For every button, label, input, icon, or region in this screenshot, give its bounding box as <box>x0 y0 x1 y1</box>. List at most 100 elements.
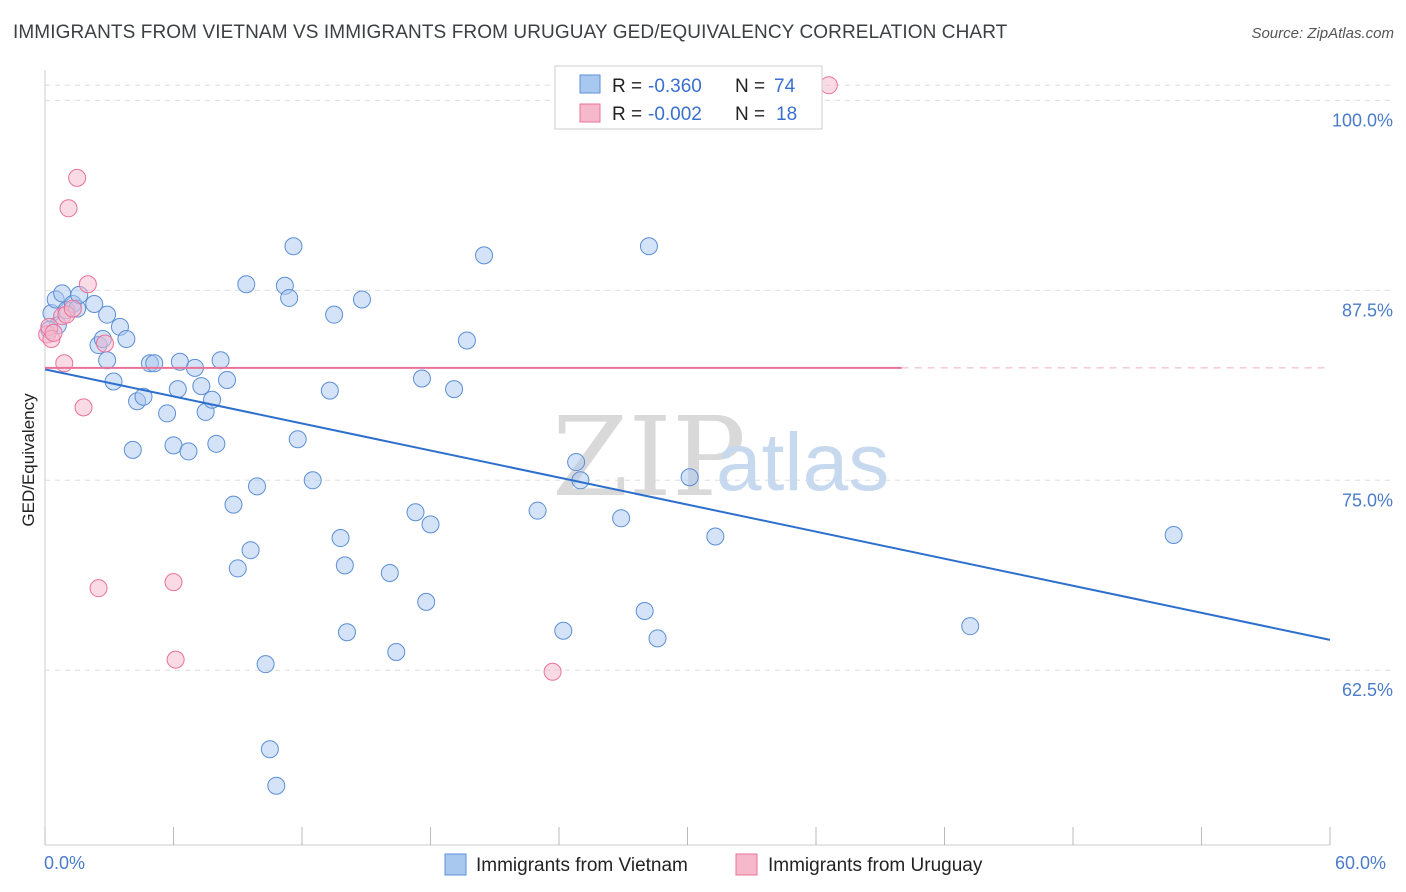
grid-layer <box>45 84 1392 671</box>
y-tick-label: 87.5% <box>1342 300 1393 320</box>
point-vietnam <box>648 629 667 648</box>
x-ticks <box>44 827 1331 845</box>
point-vietnam <box>528 501 547 520</box>
point-vietnam <box>554 621 573 640</box>
point-vietnam <box>224 495 243 514</box>
point-vietnam <box>241 541 260 560</box>
point-vietnam <box>331 529 350 548</box>
y-tick-labels: 62.5% 75.0% 87.5% 100.0% <box>1332 110 1393 700</box>
point-uruguay <box>819 76 838 95</box>
point-vietnam <box>158 404 177 423</box>
y-tick-label: 62.5% <box>1342 680 1393 700</box>
point-vietnam <box>280 288 299 307</box>
point-uruguay <box>55 354 74 373</box>
point-vietnam <box>85 295 104 314</box>
point-vietnam <box>706 527 725 546</box>
legend-swatch-vietnam <box>579 74 601 94</box>
point-vietnam <box>335 556 354 575</box>
point-uruguay <box>68 168 87 187</box>
bottom-legend-label-vietnam: Immigrants from Vietnam <box>476 855 688 876</box>
bottom-legend: Immigrants from Vietnam Immigrants from … <box>444 853 983 876</box>
point-uruguay <box>89 579 108 598</box>
y-tick-label: 100.0% <box>1332 110 1393 130</box>
chart-title: IMMIGRANTS FROM VIETNAM VS IMMIGRANTS FR… <box>13 22 1008 43</box>
point-vietnam <box>164 436 183 455</box>
bottom-legend-label-uruguay: Immigrants from Uruguay <box>768 855 983 876</box>
point-vietnam <box>267 776 286 795</box>
point-uruguay <box>78 275 97 294</box>
point-vietnam <box>248 477 267 496</box>
point-vietnam <box>237 275 256 294</box>
legend-r-value-vietnam: -0.360 <box>648 76 702 97</box>
point-vietnam <box>218 371 237 389</box>
point-vietnam <box>412 369 431 388</box>
point-vietnam <box>457 331 476 350</box>
chart-source: Source: ZipAtlas.com <box>1251 25 1394 42</box>
legend-n-label-uruguay: N = <box>735 104 765 125</box>
point-vietnam <box>320 381 339 400</box>
point-vietnam <box>117 329 136 348</box>
x-tick-label-min: 0.0% <box>44 853 85 873</box>
point-vietnam <box>612 509 631 528</box>
point-vietnam <box>134 387 153 406</box>
point-vietnam <box>284 237 303 256</box>
point-vietnam <box>325 305 344 324</box>
point-vietnam <box>352 290 371 309</box>
point-vietnam <box>380 563 399 582</box>
watermark: ZIP atlas <box>552 393 889 521</box>
point-vietnam <box>961 617 980 636</box>
point-vietnam <box>303 471 322 490</box>
stats-legend: R = -0.360 N = 74 R = -0.002 N = 18 <box>554 65 823 130</box>
watermark-atlas: atlas <box>716 417 889 508</box>
point-vietnam <box>445 380 464 399</box>
point-vietnam <box>337 623 356 642</box>
point-vietnam <box>567 453 586 472</box>
point-vietnam <box>639 237 658 256</box>
series-uruguay-points <box>38 76 838 681</box>
point-vietnam <box>228 559 247 578</box>
point-uruguay <box>543 662 562 681</box>
point-vietnam <box>211 351 230 370</box>
point-vietnam <box>192 377 211 396</box>
bottom-legend-swatch-vietnam <box>444 853 467 876</box>
bottom-legend-swatch-uruguay <box>735 853 758 876</box>
point-uruguay <box>59 199 78 218</box>
y-axis-label: GED/Equivalency <box>19 393 38 527</box>
point-vietnam <box>260 740 279 759</box>
point-uruguay <box>63 299 82 318</box>
point-uruguay <box>44 323 63 342</box>
watermark-zip: ZIP <box>552 393 746 521</box>
point-vietnam <box>145 354 164 373</box>
point-uruguay <box>164 573 183 592</box>
legend-n-label-vietnam: N = <box>735 76 765 97</box>
trend-line-vietnam <box>44 368 1331 641</box>
point-vietnam <box>680 468 699 487</box>
point-vietnam <box>421 515 440 534</box>
legend-r-label-vietnam: R = <box>612 76 642 97</box>
point-uruguay <box>166 650 185 669</box>
trend-lines <box>44 366 1331 641</box>
legend-n-value-vietnam: 74 <box>774 76 796 97</box>
legend-r-value-uruguay: -0.002 <box>648 104 702 125</box>
point-vietnam <box>98 305 117 324</box>
point-vietnam <box>635 601 654 620</box>
point-vietnam <box>475 246 494 265</box>
point-vietnam <box>387 643 406 662</box>
legend-n-value-uruguay: 18 <box>776 104 797 125</box>
point-uruguay <box>95 334 114 353</box>
point-vietnam <box>1164 526 1183 544</box>
point-vietnam <box>207 434 226 453</box>
point-uruguay <box>74 398 93 417</box>
point-vietnam <box>288 430 307 449</box>
point-vietnam <box>406 503 425 522</box>
legend-swatch-uruguay <box>579 103 601 123</box>
y-tick-label: 75.0% <box>1342 490 1393 510</box>
point-vietnam <box>179 442 198 461</box>
point-vietnam <box>98 351 117 370</box>
point-vietnam <box>123 440 142 459</box>
point-vietnam <box>417 592 436 611</box>
point-vietnam <box>256 655 275 674</box>
x-tick-label-max: 60.0% <box>1335 853 1386 873</box>
legend-r-label-uruguay: R = <box>612 104 642 125</box>
